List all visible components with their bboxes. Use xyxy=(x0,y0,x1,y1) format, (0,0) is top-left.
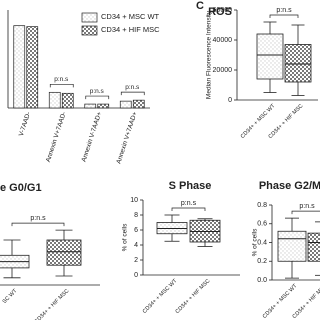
x-tick-label: SC WT xyxy=(2,288,19,305)
significance-bracket xyxy=(269,14,299,18)
annotation: p:n.s xyxy=(276,7,292,14)
panel-label: C xyxy=(196,0,204,12)
y-tick-label: 0.2 xyxy=(257,258,267,265)
y-tick-label: 0 xyxy=(134,272,138,279)
y-tick-label: 4 xyxy=(134,242,138,249)
legend-label: CD34 + HIF MSC xyxy=(101,25,160,34)
annotation: p:n.s xyxy=(90,88,105,95)
box xyxy=(307,232,320,262)
annotation: p:n.s xyxy=(299,203,315,210)
x-tick-label: V-7AAD- xyxy=(18,111,32,137)
bar xyxy=(48,91,61,109)
y-tick-label: 8 xyxy=(134,212,138,219)
y-tick-label: 0.0 xyxy=(257,277,267,284)
legend-label: CD34 + MSC WT xyxy=(101,12,160,21)
bar xyxy=(119,100,132,109)
bar xyxy=(132,99,145,109)
y-tick-label: 0.4 xyxy=(257,239,267,246)
x-tick-label: CD34+ + HIF MSC xyxy=(34,288,71,320)
legend-swatch xyxy=(81,12,98,23)
bar xyxy=(26,26,39,109)
chart-title: ROS xyxy=(208,6,232,18)
significance-bracket xyxy=(49,83,74,88)
y-axis-label: % of cells xyxy=(252,228,259,257)
bar xyxy=(97,103,110,109)
y-tick-label: 0.6 xyxy=(257,221,267,228)
bar xyxy=(84,103,97,109)
y-tick-label: 6 xyxy=(134,227,138,234)
annotation: p:n.s xyxy=(125,84,140,91)
x-tick-label: Annexin V+7AAD- xyxy=(45,111,68,163)
y-tick-label: 0 xyxy=(228,97,232,104)
x-tick-label: Annexin V+7AAD+ xyxy=(115,111,138,165)
y-tick-label: 60000 xyxy=(213,7,233,14)
x-tick-label: CD34+ + MSC WT xyxy=(142,278,179,315)
significance-bracket xyxy=(171,207,206,211)
chart-title: e G0/G1 xyxy=(0,182,42,194)
y-tick-label: 40000 xyxy=(213,37,233,44)
annotation: p:n.s xyxy=(181,200,197,207)
y-tick-label: 10 xyxy=(130,197,138,204)
box xyxy=(284,44,312,83)
significance-bracket xyxy=(120,91,145,96)
significance-bracket xyxy=(11,222,65,227)
y-axis-label: % of cells xyxy=(122,223,129,252)
bar xyxy=(13,25,26,109)
y-axis-label: Median Fluorescence Intensity xyxy=(206,10,213,99)
box xyxy=(256,33,284,80)
legend-swatch xyxy=(81,25,98,36)
significance-bracket xyxy=(291,210,320,215)
bar xyxy=(61,92,74,109)
chart-title: S Phase xyxy=(169,180,212,192)
box xyxy=(277,230,307,262)
annotation: p:n.s xyxy=(54,76,69,83)
significance-bracket xyxy=(85,95,110,100)
annotation: p:n.s xyxy=(30,215,46,222)
x-tick-label: Annexin V-7AAD+ xyxy=(80,111,103,163)
x-tick-label: CD34+ + HIF MSC xyxy=(175,278,212,315)
y-tick-label: 0.8 xyxy=(257,202,267,209)
y-tick-label: 20000 xyxy=(213,67,233,74)
chart-title: Phase G2/M xyxy=(259,180,320,192)
box xyxy=(46,239,82,266)
y-tick-label: 2 xyxy=(134,257,138,264)
